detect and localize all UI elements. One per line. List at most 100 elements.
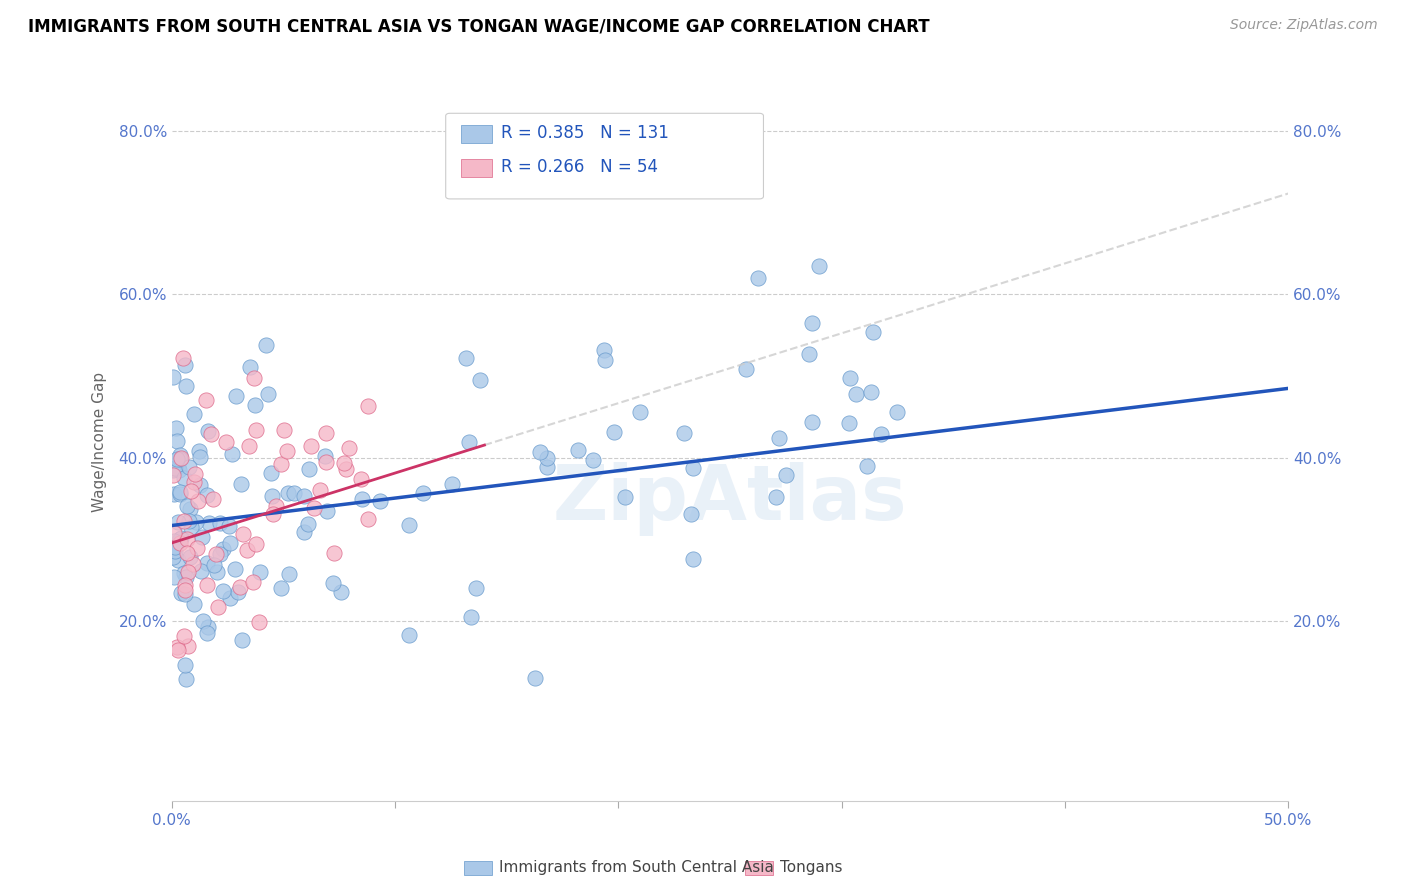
- Point: [1139, 386, 1161, 401]
- Point: [177, 351, 200, 366]
- Point: [226, 600, 249, 615]
- Point: [179, 658, 201, 673]
- Point: [170, 553, 193, 567]
- Point: [305, 508, 328, 522]
- Point: [901, 507, 924, 521]
- Text: R = 0.266   N = 54: R = 0.266 N = 54: [501, 158, 658, 176]
- Point: [233, 541, 256, 556]
- Point: [180, 587, 202, 601]
- Point: [211, 488, 233, 502]
- Text: Immigrants from South Central Asia: Immigrants from South Central Asia: [499, 860, 775, 874]
- Point: [1039, 467, 1062, 482]
- Point: [326, 486, 349, 500]
- Point: [697, 459, 720, 474]
- Point: [181, 672, 204, 686]
- Point: [177, 629, 200, 643]
- Point: [381, 425, 404, 440]
- Point: [402, 584, 425, 599]
- Point: [891, 425, 914, 440]
- Point: [181, 569, 204, 583]
- Point: [204, 530, 226, 544]
- Point: [225, 547, 247, 561]
- Point: [364, 500, 387, 515]
- Point: [172, 532, 194, 546]
- Point: [1174, 426, 1197, 441]
- Point: [309, 499, 332, 513]
- Point: [430, 471, 453, 485]
- Point: [304, 489, 326, 503]
- Point: [221, 558, 243, 573]
- Point: [588, 610, 610, 624]
- Point: [1071, 347, 1094, 361]
- Point: [457, 494, 479, 508]
- Point: [167, 640, 190, 654]
- Text: Tongans: Tongans: [780, 860, 842, 874]
- Point: [254, 585, 277, 599]
- Point: [356, 517, 378, 532]
- Point: [433, 492, 456, 507]
- Point: [169, 515, 191, 529]
- Point: [287, 565, 309, 579]
- Point: [187, 501, 209, 516]
- Point: [273, 360, 295, 375]
- Point: [349, 525, 371, 540]
- Point: [177, 566, 200, 580]
- Point: [165, 543, 187, 558]
- Point: [217, 426, 239, 441]
- Point: [183, 499, 205, 513]
- Point: [169, 535, 191, 549]
- Point: [219, 492, 242, 507]
- Point: [441, 399, 464, 413]
- Point: [166, 420, 188, 434]
- Point: [243, 519, 266, 533]
- Point: [1159, 384, 1181, 399]
- Point: [267, 543, 290, 558]
- Point: [165, 534, 187, 549]
- Point: [349, 489, 371, 503]
- Point: [322, 424, 344, 438]
- Point: [246, 447, 269, 461]
- Point: [499, 517, 522, 532]
- Point: [186, 459, 208, 474]
- Text: IMMIGRANTS FROM SOUTH CENTRAL ASIA VS TONGAN WAGE/INCOME GAP CORRELATION CHART: IMMIGRANTS FROM SOUTH CENTRAL ASIA VS TO…: [28, 18, 929, 36]
- Point: [688, 445, 710, 459]
- Point: [201, 477, 224, 491]
- Point: [600, 373, 623, 387]
- Point: [212, 424, 235, 438]
- Point: [163, 370, 186, 384]
- Point: [520, 486, 543, 500]
- Point: [181, 533, 204, 547]
- Point: [681, 671, 703, 685]
- Point: [905, 460, 928, 475]
- Point: [278, 371, 301, 385]
- Point: [298, 387, 321, 401]
- Point: [560, 477, 582, 491]
- Point: [180, 578, 202, 592]
- Point: [259, 580, 281, 594]
- Point: [1128, 416, 1150, 430]
- Point: [741, 442, 763, 457]
- Point: [325, 443, 347, 458]
- Point: [163, 570, 186, 584]
- Point: [302, 466, 325, 480]
- Point: [163, 468, 186, 483]
- Point: [440, 512, 463, 526]
- Point: [167, 451, 190, 466]
- Point: [198, 494, 221, 508]
- Point: [169, 643, 191, 657]
- Point: [193, 407, 215, 421]
- Point: [406, 456, 429, 470]
- Point: [381, 455, 404, 469]
- Point: [253, 389, 276, 403]
- Point: [238, 434, 260, 449]
- Point: [174, 586, 197, 600]
- Point: [1130, 370, 1153, 384]
- Text: Source: ZipAtlas.com: Source: ZipAtlas.com: [1230, 18, 1378, 32]
- Point: [280, 397, 302, 411]
- Point: [188, 483, 211, 498]
- Point: [280, 423, 302, 437]
- Point: [186, 514, 208, 528]
- Point: [170, 459, 193, 474]
- Point: [329, 566, 352, 581]
- Point: [259, 477, 281, 491]
